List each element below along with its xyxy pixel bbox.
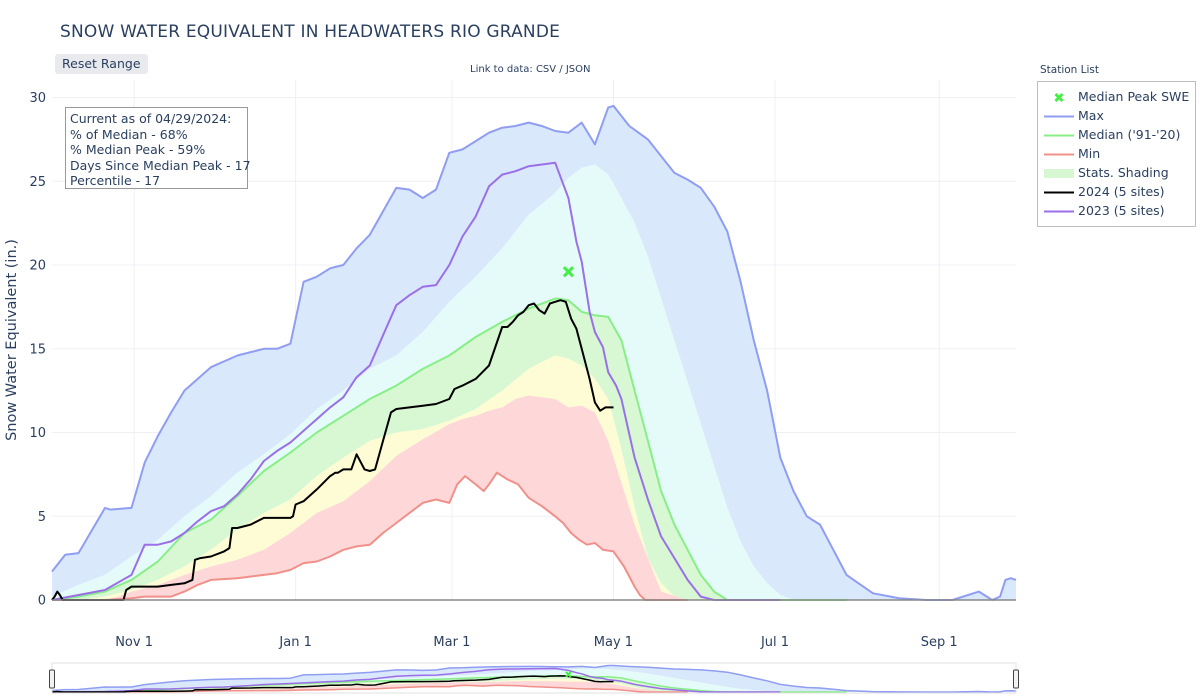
series-2023-line (51, 161, 781, 601)
y-tick-label: 30 (29, 91, 46, 106)
legend-label: Stats. Shading (1078, 165, 1169, 180)
status-line: % of Median - 68% (70, 126, 188, 142)
y-tick-label: 20 (29, 259, 46, 274)
station-list-link[interactable]: Station List (1040, 64, 1100, 76)
status-line: Percentile - 17 (70, 173, 161, 188)
legend-item[interactable]: Median ('91-'20) (1038, 126, 1195, 145)
legend-item[interactable]: Min (1038, 145, 1195, 164)
stat-areas (52, 105, 1016, 601)
legend: Median Peak SWE Max Median ('91-'20) Min Sta… (1037, 81, 1196, 227)
legend-swatch (1044, 210, 1074, 213)
status-box: Current as of 04/29/2024: % of Median - … (65, 107, 251, 189)
y-tick-label: 5 (38, 510, 46, 525)
legend-item[interactable]: 2023 (5 sites) (1038, 202, 1195, 221)
range-handle-right[interactable] (1013, 669, 1019, 689)
range-handle-left[interactable] (49, 669, 55, 689)
max-line (51, 104, 1017, 601)
x-tick-label: Sep 1 (921, 635, 958, 650)
upper-quartile-band (52, 164, 1016, 600)
legend-fill-swatch (1044, 169, 1074, 178)
status-line: Current as of 04/29/2024: (70, 111, 232, 126)
legend-label: Max (1078, 108, 1104, 123)
y-tick-label: 10 (29, 426, 46, 441)
series-lines (51, 104, 1017, 601)
min-band (52, 395, 1016, 600)
min-line (52, 471, 688, 601)
legend-swatch (1044, 191, 1074, 194)
legend-label: Median Peak SWE (1078, 89, 1190, 104)
status-line: Days Since Median Peak - 17 (70, 157, 251, 173)
legend-swatch (1044, 153, 1074, 156)
legend-item[interactable]: Median Peak SWE (1038, 88, 1195, 107)
y-tick-label: 0 (38, 594, 46, 609)
legend-swatch (1044, 134, 1074, 137)
axes: 0 5 10 15 20 25 30 Nov 1 Jan 1 Mar 1 May 1 Jul 1 Sep… (29, 91, 1016, 650)
x-tick-label: Jan 1 (278, 635, 311, 650)
legend-label: 2023 (5 sites) (1078, 203, 1165, 218)
legend-item[interactable]: Stats. Shading (1038, 164, 1195, 183)
legend-item[interactable]: Max (1038, 107, 1195, 126)
x-tick-label: Mar 1 (433, 635, 470, 650)
legend-swatch (1054, 92, 1064, 103)
legend-label: Min (1078, 146, 1101, 161)
max-band (52, 105, 1016, 601)
reset-range-button[interactable]: Reset Range (55, 54, 148, 74)
median-peak-marker (562, 266, 575, 278)
series-2024-line (51, 299, 614, 601)
legend-swatch (1044, 115, 1074, 118)
y-tick-label: 25 (29, 175, 46, 190)
legend-label: Median ('91-'20) (1078, 127, 1181, 142)
legend-swatch (1044, 169, 1074, 178)
chart-title: SNOW WATER EQUIVALENT IN HEADWATERS RIO … (60, 22, 561, 42)
x-tick-label: May 1 (594, 635, 633, 650)
y-axis-label: Snow Water Equivalent (in.) (4, 239, 20, 441)
legend-label: 2024 (5 sites) (1078, 184, 1165, 199)
data-link[interactable]: Link to data: CSV / JSON (470, 64, 591, 75)
median-band (52, 298, 1016, 600)
status-line: % Median Peak - 59% (70, 142, 206, 157)
markers (562, 266, 575, 278)
x-tick-label: Nov 1 (115, 635, 153, 650)
legend-item[interactable]: 2024 (5 sites) (1038, 183, 1195, 202)
y-tick-label: 15 (29, 342, 46, 357)
legend-x-swatch (1054, 92, 1064, 103)
x-tick-label: Jul 1 (760, 635, 789, 650)
